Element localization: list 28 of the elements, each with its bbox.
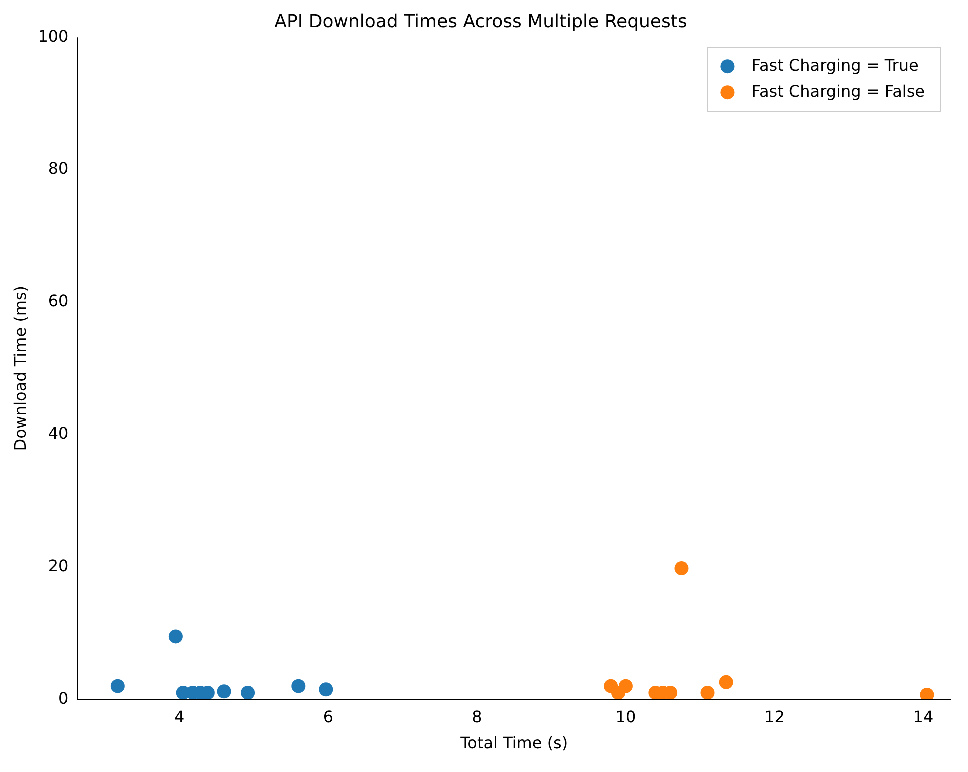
x-tick-label: 8 bbox=[472, 707, 482, 726]
chart-title: API Download Times Across Multiple Requests bbox=[274, 11, 688, 32]
y-axis-title: Download Time (ms) bbox=[10, 286, 30, 452]
point bbox=[920, 688, 934, 700]
y-tick-label: 20 bbox=[48, 556, 69, 576]
point bbox=[618, 679, 633, 694]
x-tick-label: 10 bbox=[616, 707, 636, 726]
x-tick-label: 4 bbox=[174, 707, 185, 726]
point bbox=[110, 679, 125, 694]
y-tick-label: 0 bbox=[58, 688, 69, 708]
point bbox=[241, 686, 256, 700]
point bbox=[217, 684, 232, 699]
y-tick-label: 40 bbox=[48, 424, 69, 443]
point bbox=[292, 679, 306, 694]
x-tick-label: 14 bbox=[913, 707, 934, 726]
point bbox=[719, 675, 734, 690]
point bbox=[319, 682, 334, 697]
legend-label: Fast Charging = False bbox=[752, 82, 926, 101]
x-tick-label: 12 bbox=[764, 707, 785, 726]
y-tick-label: 100 bbox=[38, 26, 69, 46]
point bbox=[674, 562, 689, 576]
x-tick-label: 6 bbox=[323, 707, 334, 726]
point bbox=[168, 630, 183, 644]
y-tick-label: 80 bbox=[48, 159, 69, 178]
y-tick-label: 60 bbox=[48, 292, 69, 311]
x-axis-title: Total Time (s) bbox=[460, 734, 568, 753]
legend-label: Fast Charging = True bbox=[752, 56, 919, 75]
point bbox=[700, 686, 715, 700]
